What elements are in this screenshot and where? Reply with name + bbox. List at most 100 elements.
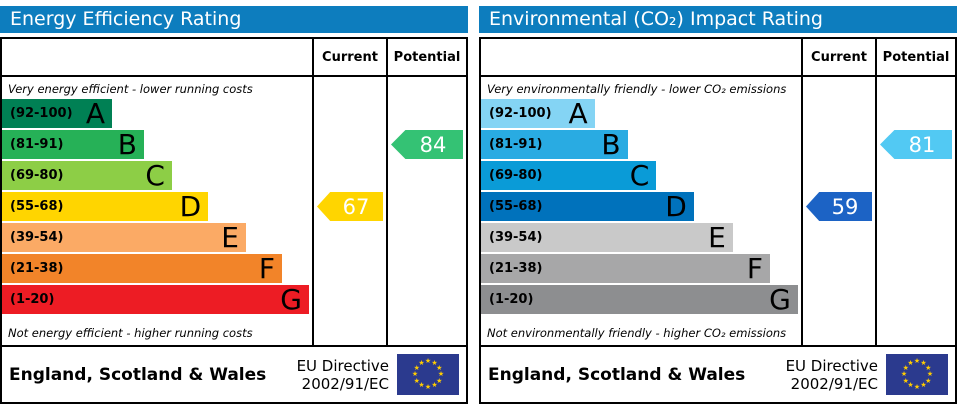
band-g: (1-20) G [481, 285, 798, 314]
eu-flag-icon: ★ ★ ★ ★ ★ ★ ★ ★ ★ ★ ★ ★ [397, 354, 459, 395]
band-letter: B [601, 128, 621, 161]
current-rating-arrow: 67 [317, 192, 383, 221]
eu-star: ★ [907, 381, 914, 390]
table-footer: England, Scotland & Wales EU Directive 2… [2, 345, 466, 402]
band-letter: F [746, 252, 763, 285]
band-list: (92-100) A (81-91) B (69-80) C (55-68) D (39-54)… [2, 99, 312, 314]
potential-column: 81 [875, 77, 955, 345]
eu-star: ★ [413, 363, 420, 372]
band-letter: D [665, 190, 687, 223]
band-list: (92-100) A (81-91) B (69-80) C (55-68) D (39-54)… [481, 99, 801, 314]
band-letter: C [629, 159, 650, 192]
caption-top: Very environmentally friendly - lower CO… [487, 82, 787, 96]
current-rating-arrow: 59 [806, 192, 872, 221]
caption-bottom: Not environmentally friendly - higher CO… [487, 326, 787, 340]
eu-directive-line1: EU Directive [296, 356, 389, 375]
table-header-row: Current Potential [2, 39, 466, 77]
band-range: (21-38) [489, 261, 543, 276]
eu-star: ★ [920, 358, 927, 367]
band-range: (81-91) [10, 137, 64, 152]
header-spacer [2, 39, 312, 75]
eu-star: ★ [925, 376, 932, 385]
eu-directive-label: EU Directive 2002/91/EC [786, 357, 878, 393]
band-range: (39-54) [489, 230, 543, 245]
band-f: (21-38) F [481, 254, 770, 283]
band-range: (1-20) [489, 292, 534, 307]
eu-star: ★ [424, 383, 432, 391]
panel-title: Energy Efficiency Rating [0, 6, 468, 33]
energy-efficiency-panel: Energy Efficiency Rating Current Potenti… [0, 6, 468, 404]
band-range: (92-100) [489, 106, 552, 121]
eu-star: ★ [902, 376, 909, 385]
band-letter: D [179, 190, 202, 223]
eu-star: ★ [907, 358, 914, 367]
header-spacer [481, 39, 801, 75]
band-letter: G [280, 283, 302, 316]
eu-directive-label: EU Directive 2002/91/EC [297, 357, 389, 393]
eu-star: ★ [902, 363, 909, 372]
table-header-row: Current Potential [481, 39, 955, 77]
band-range: (21-38) [10, 261, 64, 276]
band-d: (55-68) D [481, 192, 694, 221]
band-letter: F [258, 252, 275, 285]
potential-rating-arrow: 81 [880, 130, 952, 159]
band-range: (55-68) [489, 199, 543, 214]
panel-title: Environmental (CO₂) Impact Rating [479, 6, 957, 33]
eu-star: ★ [925, 363, 932, 372]
band-c: (69-80) C [481, 159, 657, 192]
band-a: (92-100) A [2, 97, 113, 130]
band-range: (39-54) [10, 230, 64, 245]
potential-column-header: Potential [875, 39, 955, 75]
chart-body: Very energy efficient - lower running co… [2, 77, 466, 345]
rating-table: Current Potential Very environmentally f… [479, 37, 957, 404]
band-a: (92-100) A [481, 99, 595, 128]
eu-directive-line1: EU Directive [785, 356, 878, 375]
eu-star: ★ [424, 357, 432, 365]
potential-column: 84 [386, 77, 466, 345]
eu-star: ★ [900, 370, 908, 378]
band-letter: A [85, 97, 106, 130]
rating-table: Current Potential Very energy efficient … [0, 37, 468, 404]
band-range: (69-80) [489, 168, 543, 183]
band-range: (1-20) [10, 292, 55, 307]
eu-star: ★ [436, 376, 443, 385]
eu-flag-icon: ★ ★ ★ ★ ★ ★ ★ ★ ★ ★ ★ ★ [886, 354, 948, 395]
eu-star: ★ [418, 381, 425, 390]
band-c: (69-80) C [2, 161, 172, 190]
band-range: (69-80) [10, 168, 64, 183]
region-label: England, Scotland & Wales [488, 364, 746, 385]
eu-star: ★ [913, 383, 921, 391]
eu-star: ★ [418, 358, 425, 367]
table-footer: England, Scotland & Wales EU Directive 2… [481, 345, 955, 402]
band-chart: Very environmentally friendly - lower CO… [481, 77, 801, 345]
band-b: (81-91) B [481, 130, 628, 159]
current-column-header: Current [801, 39, 875, 75]
band-letter: E [708, 221, 726, 254]
eu-star: ★ [926, 370, 934, 378]
current-column: 59 [801, 77, 875, 345]
chart-body: Very environmentally friendly - lower CO… [481, 77, 955, 345]
band-e: (39-54) E [2, 223, 246, 252]
eu-star: ★ [413, 376, 420, 385]
current-column-header: Current [312, 39, 386, 75]
band-b: (81-91) B [2, 130, 144, 159]
band-range: (92-100) [10, 106, 73, 121]
band-e: (39-54) E [481, 223, 733, 252]
potential-rating-value: 84 [419, 132, 447, 157]
eu-star: ★ [913, 357, 921, 365]
band-d: (55-68) D [2, 190, 209, 223]
current-rating-value: 67 [342, 194, 370, 219]
band-letter: B [117, 128, 137, 161]
environmental-impact-panel: Environmental (CO₂) Impact Rating Curren… [479, 6, 957, 404]
region-label: England, Scotland & Wales [9, 364, 267, 385]
eu-star: ★ [437, 370, 445, 378]
band-f: (21-38) F [2, 254, 282, 283]
band-range: (55-68) [10, 199, 64, 214]
eu-star: ★ [920, 381, 927, 390]
current-column: 67 [312, 77, 386, 345]
eu-star: ★ [431, 358, 438, 367]
caption-bottom: Not energy efficient - higher running co… [8, 326, 253, 340]
band-range: (81-91) [489, 137, 543, 152]
eu-star: ★ [411, 370, 419, 378]
